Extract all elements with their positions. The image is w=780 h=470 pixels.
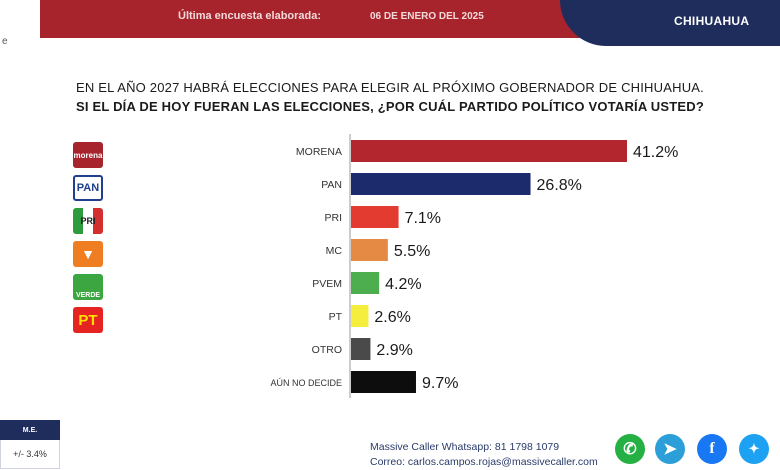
category-label: PT: [329, 311, 343, 323]
pan-logo-text: PAN: [76, 182, 100, 194]
state-banner: CHIHUAHUA: [560, 0, 780, 46]
category-label: PVEM: [312, 278, 342, 290]
category-label: MC: [326, 245, 343, 257]
data-label: 7.1%: [405, 210, 441, 227]
bar: [351, 173, 531, 195]
survey-label: Última encuesta elaborada:: [178, 10, 322, 22]
bar: [351, 272, 380, 294]
category-label: AÚN NO DECIDE: [270, 378, 342, 388]
pri-logo-text: PRI: [80, 216, 96, 226]
morena-logo-text: morena: [73, 150, 103, 160]
data-label: 5.5%: [394, 243, 430, 260]
header-band: Última encuesta elaborada: 06 DE ENERO D…: [40, 0, 600, 38]
question-line-2: SI EL DÍA DE HOY FUERAN LAS ELECCIONES, …: [76, 99, 704, 114]
data-label: 41.2%: [633, 144, 678, 161]
margin-of-error-box: M.E. +/- 3.4%: [0, 420, 60, 470]
data-label: 2.9%: [376, 342, 412, 359]
data-label: 26.8%: [537, 177, 582, 194]
telegram-icon[interactable]: ➤: [655, 434, 685, 464]
bar: [351, 371, 416, 393]
category-label: PAN: [321, 179, 342, 191]
pt-logo-text: PT: [78, 311, 98, 329]
pri-logo: PRI: [73, 208, 103, 234]
bar: [351, 305, 369, 327]
morena-logo: morena: [73, 142, 103, 168]
bar: [351, 140, 627, 162]
mc-logo: ▼: [73, 241, 103, 267]
category-label: OTRO: [312, 344, 342, 356]
category-label: PRI: [324, 212, 342, 224]
survey-date: 06 DE ENERO DEL 2025: [370, 11, 484, 22]
bar: [351, 206, 399, 228]
whatsapp-contact: Massive Caller Whatsapp: 81 1798 1079: [370, 441, 560, 453]
category-label: MORENA: [296, 146, 342, 158]
data-label: 4.2%: [385, 276, 421, 293]
pvem-logo: VERDE: [73, 274, 103, 300]
pvem-logo-text: VERDE: [75, 292, 101, 299]
margin-of-error-value: +/- 3.4%: [0, 440, 60, 469]
margin-of-error-label: M.E.: [0, 420, 60, 440]
contact-info: Massive Caller Whatsapp: 81 1798 1079 Co…: [370, 440, 598, 470]
data-label: 2.6%: [374, 309, 410, 326]
state-name: CHIHUAHUA: [674, 14, 750, 28]
twitter-icon[interactable]: ✦: [739, 434, 769, 464]
question-line-1: EN EL AÑO 2027 HABRÁ ELECCIONES PARA ELE…: [76, 80, 704, 95]
edge-mark: e: [2, 36, 8, 47]
pan-logo: PAN: [73, 175, 103, 201]
whatsapp-icon[interactable]: ✆: [615, 434, 645, 464]
pt-logo: PT: [73, 307, 103, 333]
data-label: 9.7%: [422, 375, 458, 392]
email-contact: Correo: carlos.campos.rojas@massivecalle…: [370, 456, 598, 468]
bar: [351, 239, 388, 261]
bar: [351, 338, 371, 360]
facebook-icon[interactable]: f: [697, 434, 727, 464]
bar-chart: MORENA 41.2% PAN 26.8% PRI 7.1% MC 5.5% PVEM 4.2%…: [270, 134, 678, 398]
